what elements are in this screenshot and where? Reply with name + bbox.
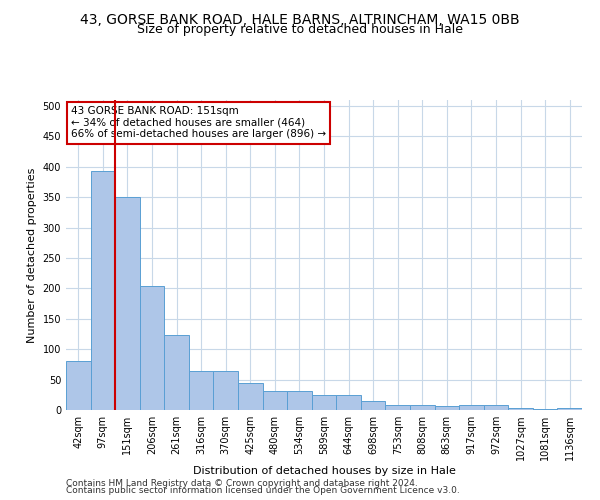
- Bar: [533, 409, 557, 410]
- Bar: [66, 362, 91, 410]
- Text: Contains HM Land Registry data © Crown copyright and database right 2024.: Contains HM Land Registry data © Crown c…: [66, 478, 418, 488]
- Text: Contains public sector information licensed under the Open Government Licence v3: Contains public sector information licen…: [66, 486, 460, 495]
- Y-axis label: Number of detached properties: Number of detached properties: [27, 168, 37, 342]
- Bar: [238, 382, 263, 410]
- Bar: [115, 198, 140, 410]
- Bar: [385, 405, 410, 410]
- Bar: [91, 171, 115, 410]
- Bar: [287, 390, 312, 410]
- Bar: [557, 408, 582, 410]
- Bar: [312, 395, 336, 410]
- Text: 43, GORSE BANK ROAD, HALE BARNS, ALTRINCHAM, WA15 0BB: 43, GORSE BANK ROAD, HALE BARNS, ALTRINC…: [80, 12, 520, 26]
- X-axis label: Distribution of detached houses by size in Hale: Distribution of detached houses by size …: [193, 466, 455, 476]
- Bar: [189, 371, 214, 410]
- Bar: [214, 371, 238, 410]
- Bar: [361, 401, 385, 410]
- Bar: [508, 408, 533, 410]
- Bar: [434, 406, 459, 410]
- Bar: [336, 395, 361, 410]
- Bar: [263, 390, 287, 410]
- Text: 43 GORSE BANK ROAD: 151sqm
← 34% of detached houses are smaller (464)
66% of sem: 43 GORSE BANK ROAD: 151sqm ← 34% of deta…: [71, 106, 326, 140]
- Text: Size of property relative to detached houses in Hale: Size of property relative to detached ho…: [137, 22, 463, 36]
- Bar: [410, 405, 434, 410]
- Bar: [459, 404, 484, 410]
- Bar: [140, 286, 164, 410]
- Bar: [484, 404, 508, 410]
- Bar: [164, 335, 189, 410]
